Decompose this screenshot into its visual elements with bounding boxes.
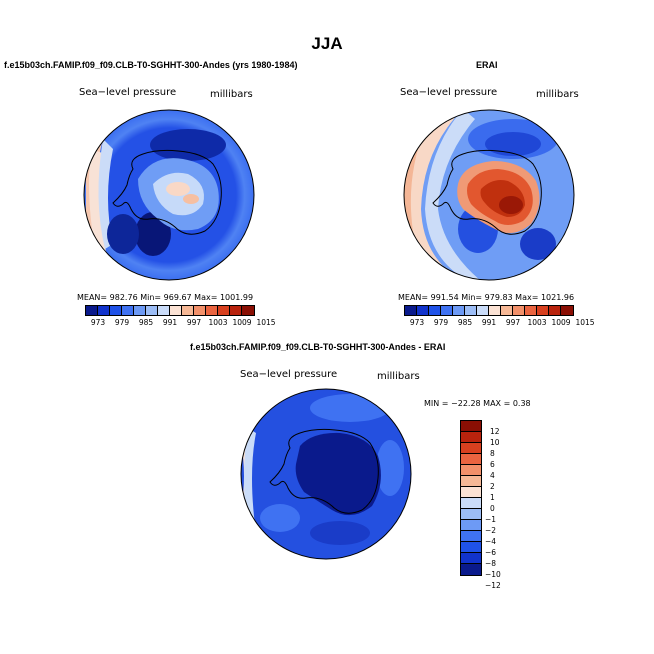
model-colorbar-swatch — [134, 306, 146, 315]
model-colorbar-tick-label: 985 — [138, 318, 154, 327]
obs-antarctica-coastline — [432, 149, 542, 235]
model-antarctica-coastline — [112, 149, 222, 235]
diff-antarctica-coastline — [269, 428, 379, 514]
diff-colorbar-tick-label: −10 — [485, 570, 501, 579]
obs-colorbar-tick-label: 991 — [481, 318, 497, 327]
diff-colorbar-tick-label: 0 — [490, 504, 495, 513]
obs-colorbar-swatch — [429, 306, 441, 315]
diff-colorbar-swatch — [461, 531, 481, 542]
diff-colorbar-swatch — [461, 564, 481, 575]
obs-colorbar-swatch — [405, 306, 417, 315]
diff-colorbar-tick-label: 10 — [490, 438, 500, 447]
diff-antarctic-field — [295, 432, 381, 516]
model-polar-map — [83, 109, 255, 281]
model-colorbar-swatch — [86, 306, 98, 315]
diff-colorbar-swatch — [461, 498, 481, 509]
model-colorbar-tick-label: 997 — [186, 318, 202, 327]
model-panel-title: f.e15b03ch.FAMIP.f09_f09.CLB-T0-SGHHT-30… — [4, 60, 298, 70]
obs-colorbar-tick-label: 985 — [457, 318, 473, 327]
diff-colorbar-tick-label: 1 — [490, 493, 495, 502]
model-colorbar-swatch — [146, 306, 158, 315]
obs-panel-title: ERAI — [476, 60, 498, 70]
model-colorbar-swatch — [98, 306, 110, 315]
obs-colorbar-swatch — [417, 306, 429, 315]
main-title: JJA — [311, 34, 343, 53]
diff-colorbar-tick-label: 2 — [490, 482, 495, 491]
obs-colorbar-tick-label: 997 — [505, 318, 521, 327]
model-colorbar-tick-label: 1015 — [256, 318, 276, 327]
model-colorbar-swatch — [158, 306, 170, 315]
diff-colorbar-tick-label: 4 — [490, 471, 495, 480]
diff-colorbar-tick-label: 6 — [490, 460, 495, 469]
diff-colorbar-tick-label: 8 — [490, 449, 495, 458]
model-units-label: millibars — [210, 89, 253, 100]
obs-variable-label: Sea−level pressure — [400, 87, 498, 98]
obs-polar-map — [403, 109, 575, 281]
obs-stats: MEAN= 991.54 Min= 979.83 Max= 1021.96 — [398, 293, 575, 302]
model-colorbar-swatch — [230, 306, 242, 315]
model-colorbar-tick-label: 973 — [90, 318, 106, 327]
obs-colorbar-swatch — [489, 306, 501, 315]
model-colorbar-tick-label: 1009 — [232, 318, 252, 327]
model-colorbar-tick-label: 1003 — [208, 318, 228, 327]
model-colorbar-swatch — [194, 306, 206, 315]
diff-colorbar-swatch — [461, 553, 481, 564]
model-colorbar-swatch — [170, 306, 182, 315]
obs-colorbar-swatch — [477, 306, 489, 315]
model-low-cell — [150, 129, 226, 161]
diff-colorbar-swatch — [461, 542, 481, 553]
obs-colorbar-swatch — [465, 306, 477, 315]
obs-colorbar-swatch — [525, 306, 537, 315]
diff-colorbar-swatch — [461, 520, 481, 531]
diff-colorbar-swatch — [461, 487, 481, 498]
model-colorbar-swatch — [110, 306, 122, 315]
diff-colorbar-tick-label: −8 — [485, 559, 497, 568]
model-colorbar-tick-label: 979 — [114, 318, 130, 327]
model-colorbar-swatch — [218, 306, 230, 315]
obs-colorbar-swatch — [561, 306, 573, 315]
diff-colorbar-ticks: 12 10 8 6 4 2 1 0 −1 −2 −4 −6 −8 −10 −12 — [485, 420, 525, 590]
diff-colorbar-swatch — [461, 443, 481, 454]
diff-colorbar-swatch — [461, 454, 481, 465]
obs-colorbar-swatch — [453, 306, 465, 315]
diff-colorbar-tick-label: −1 — [485, 515, 497, 524]
obs-colorbar-swatch — [537, 306, 549, 315]
obs-units-label: millibars — [536, 89, 579, 100]
diff-variable-label: Sea−level pressure — [240, 369, 338, 380]
model-colorbar-swatch — [206, 306, 218, 315]
obs-colorbar-tick-label: 1003 — [527, 318, 547, 327]
diff-colorbar-swatch — [461, 476, 481, 487]
diff-colorbar-tick-label: 12 — [490, 427, 500, 436]
obs-colorbar-swatch — [513, 306, 525, 315]
obs-colorbar: 973 979 985 991 997 1003 1009 1015 — [404, 305, 595, 327]
diff-colorbar-tick-label: −2 — [485, 526, 497, 535]
model-colorbar-swatch — [182, 306, 194, 315]
model-stats: MEAN= 982.76 Min= 969.67 Max= 1001.99 — [77, 293, 254, 302]
diff-colorbar-tick-label: −12 — [485, 581, 501, 590]
diff-colorbar-swatch — [461, 432, 481, 443]
model-variable-label: Sea−level pressure — [79, 87, 177, 98]
model-colorbar-swatch — [242, 306, 254, 315]
diff-colorbar-swatch — [461, 509, 481, 520]
obs-colorbar-swatch — [441, 306, 453, 315]
diff-colorbar — [460, 420, 482, 576]
diff-units-label: millibars — [377, 371, 420, 382]
diff-stats: MIN = −22.28 MAX = 0.38 — [424, 399, 531, 408]
obs-colorbar-tick-label: 1015 — [575, 318, 595, 327]
diff-panel-title: f.e15b03ch.FAMIP.f09_f09.CLB-T0-SGHHT-30… — [190, 342, 446, 352]
diff-polar-map — [240, 388, 412, 560]
diff-colorbar-tick-label: −4 — [485, 537, 497, 546]
diff-colorbar-swatch — [461, 421, 481, 432]
obs-colorbar-swatch — [549, 306, 561, 315]
model-colorbar: 973 979 985 991 997 1003 1009 1015 — [85, 305, 276, 327]
model-colorbar-swatch — [122, 306, 134, 315]
obs-colorbar-swatch — [501, 306, 513, 315]
obs-colorbar-tick-label: 973 — [409, 318, 425, 327]
obs-colorbar-tick-label: 979 — [433, 318, 449, 327]
diff-colorbar-tick-label: −6 — [485, 548, 497, 557]
obs-high-ring-field — [404, 110, 463, 280]
obs-colorbar-tick-label: 1009 — [551, 318, 571, 327]
diff-colorbar-swatch — [461, 465, 481, 476]
model-colorbar-tick-label: 991 — [162, 318, 178, 327]
